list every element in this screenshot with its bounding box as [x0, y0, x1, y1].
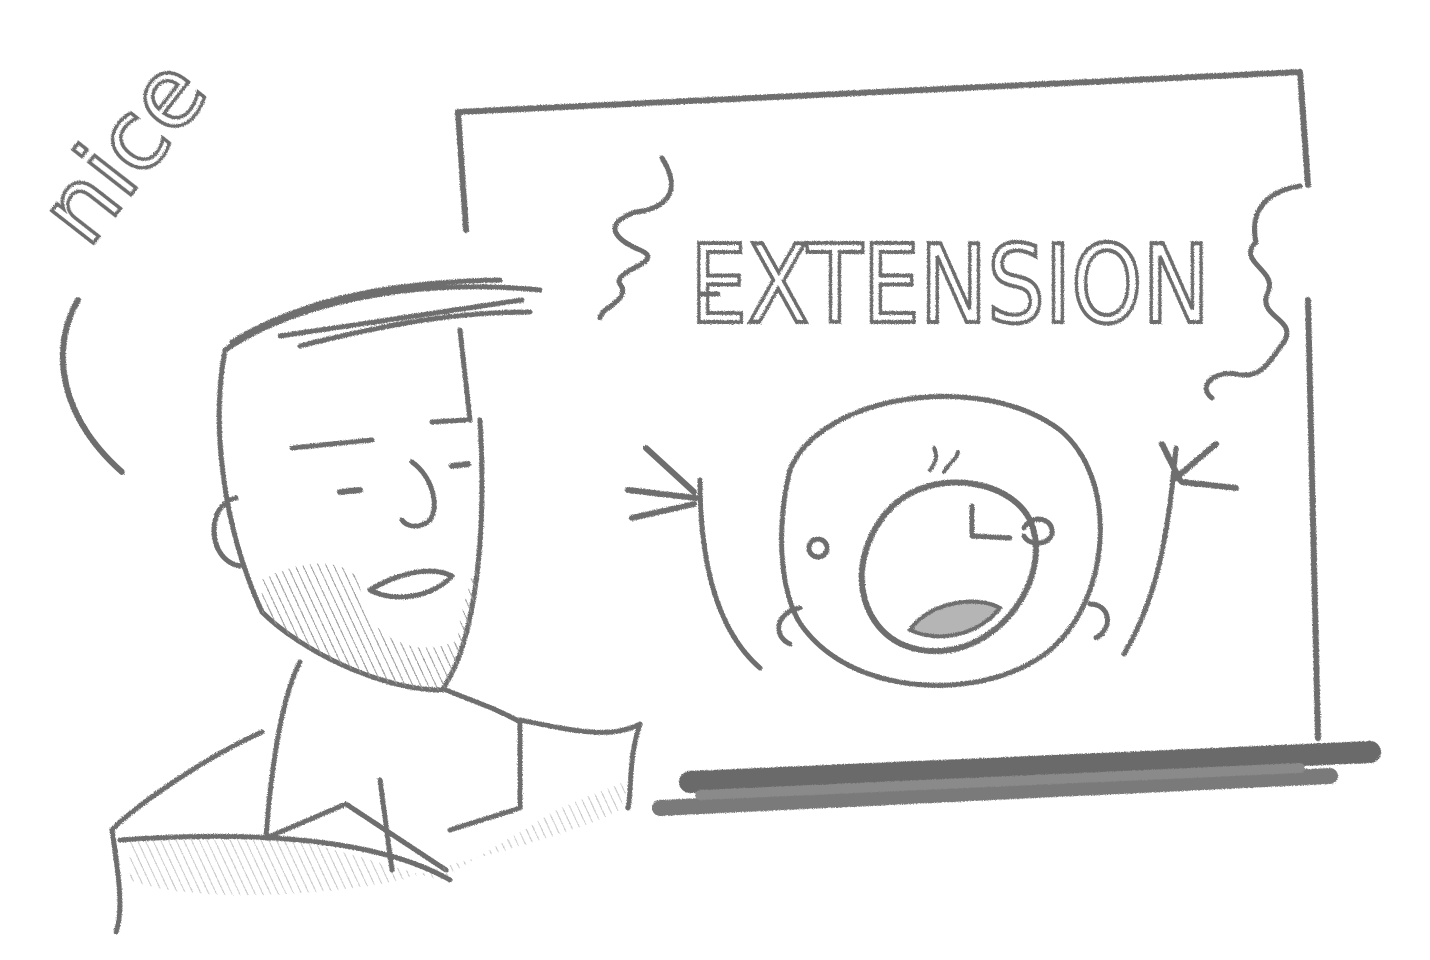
- crying-baby: [625, 394, 1239, 688]
- speech-bubble: nice: [16, 36, 231, 475]
- man-stubble: [262, 560, 480, 690]
- baby-ear-left: [776, 605, 803, 647]
- baby-tongue: [907, 599, 1003, 639]
- man-nose: [399, 459, 437, 529]
- squiggle-right: [1203, 239, 1290, 401]
- board-ledge: [679, 741, 1381, 793]
- man-mouth: [367, 568, 455, 600]
- baby-mouth: [858, 479, 1039, 655]
- man-figure: [109, 277, 643, 935]
- baby-hair: [928, 446, 960, 474]
- whiteboard: [455, 69, 1381, 816]
- board-heading: EXTENSION: [597, 155, 1290, 401]
- man-ear: [211, 495, 243, 569]
- baby-ear-right: [1087, 601, 1110, 641]
- baby-eye-right: [969, 503, 1055, 546]
- heading-text: EXTENSION: [690, 223, 1210, 348]
- man-eyes: [337, 461, 471, 495]
- baby-eye-left: [806, 536, 830, 560]
- speech-word: nice: [18, 38, 229, 264]
- speech-arc: [59, 297, 125, 475]
- motion-lines-right: [1159, 441, 1239, 491]
- baby-arm-left: [697, 477, 763, 671]
- man-chest-line: [117, 777, 453, 883]
- motion-lines-left: [625, 445, 699, 521]
- man-chest-shade: [130, 780, 630, 895]
- baby-arm-right: [1121, 445, 1179, 657]
- man-hair: [222, 277, 543, 423]
- man-brows: [289, 417, 469, 451]
- baby-head: [779, 394, 1103, 688]
- squiggle-left: [597, 155, 674, 321]
- man-shoulders: [109, 717, 643, 935]
